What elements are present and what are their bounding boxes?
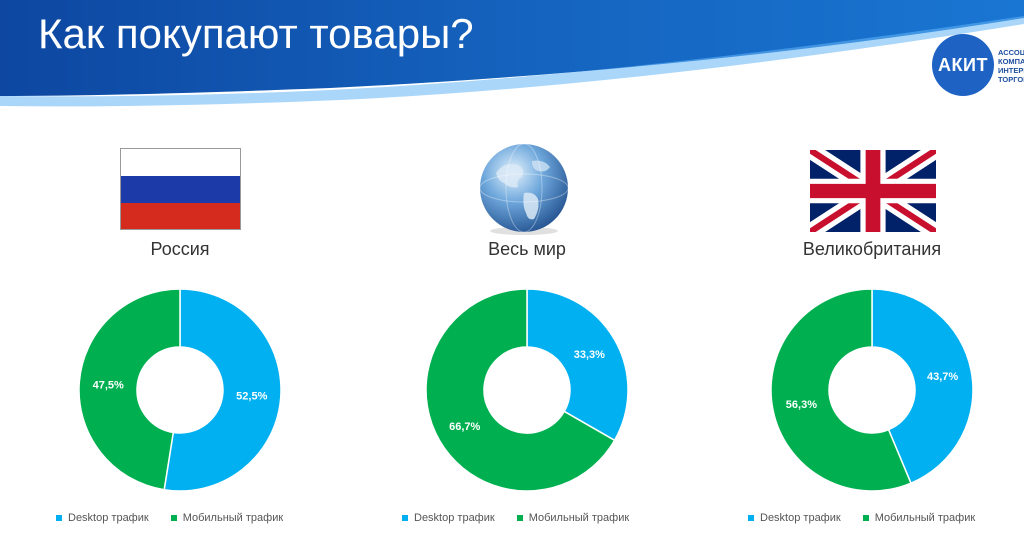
- donut-chart-world: 33,3% 66,7%: [417, 280, 637, 500]
- mobile-slice: [770, 288, 912, 492]
- region-label-world: Весь мир: [488, 239, 566, 259]
- desktop-data-label: 33,3%: [574, 349, 605, 361]
- legend-item-mobile: Мобильный трафик: [170, 512, 283, 524]
- desktop-slice: [163, 288, 282, 492]
- mobile-swatch: [516, 515, 523, 521]
- legend-uk: Desktop трафик Мобильный трафик: [748, 512, 975, 524]
- uk-flag-icon: [810, 150, 936, 232]
- donut-chart-uk: 43,7% 56,3%: [762, 280, 982, 500]
- donut-chart-russia: 52,5% 47,5%: [70, 280, 290, 500]
- globe-icon: [479, 143, 569, 235]
- mobile-data-label: 47,5%: [93, 379, 124, 391]
- desktop-swatch: [56, 515, 62, 521]
- header-banner: [0, 0, 1024, 107]
- mobile-slice: [425, 288, 616, 492]
- mobile-swatch: [862, 515, 869, 521]
- desktop-swatch: [402, 515, 408, 521]
- mobile-swatch: [170, 515, 177, 521]
- logo-badge: АКИТ: [932, 34, 994, 96]
- slide-title: Как покупают товары?: [38, 10, 474, 57]
- desktop-data-label: 52,5%: [236, 391, 267, 403]
- legend-item-desktop: Desktop трафик: [748, 512, 841, 524]
- akit-logo: АКИТ АССОЦ КОМПА ИНТЕРН ТОРГОВ: [928, 22, 1024, 112]
- desktop-swatch: [748, 515, 754, 521]
- russia-flag-icon: [120, 148, 241, 230]
- legend-russia: Desktop трафик Мобильный трафик: [56, 512, 283, 524]
- region-label-russia: Россия: [150, 239, 210, 259]
- desktop-slice: [871, 288, 974, 485]
- legend-item-mobile: Мобильный трафик: [862, 512, 975, 524]
- legend-item-desktop: Desktop трафик: [56, 512, 149, 524]
- legend-item-desktop: Desktop трафик: [402, 512, 495, 524]
- mobile-data-label: 56,3%: [786, 399, 817, 411]
- legend-world: Desktop трафик Мобильный трафик: [402, 512, 629, 524]
- desktop-data-label: 43,7%: [927, 371, 958, 383]
- mobile-data-label: 66,7%: [449, 421, 480, 433]
- desktop-slice: [526, 288, 629, 442]
- mobile-slice: [78, 288, 181, 491]
- logo-caption: АССОЦ КОМПА ИНТЕРН ТОРГОВ: [998, 48, 1024, 84]
- region-label-uk: Великобритания: [802, 239, 942, 259]
- legend-item-mobile: Мобильный трафик: [516, 512, 629, 524]
